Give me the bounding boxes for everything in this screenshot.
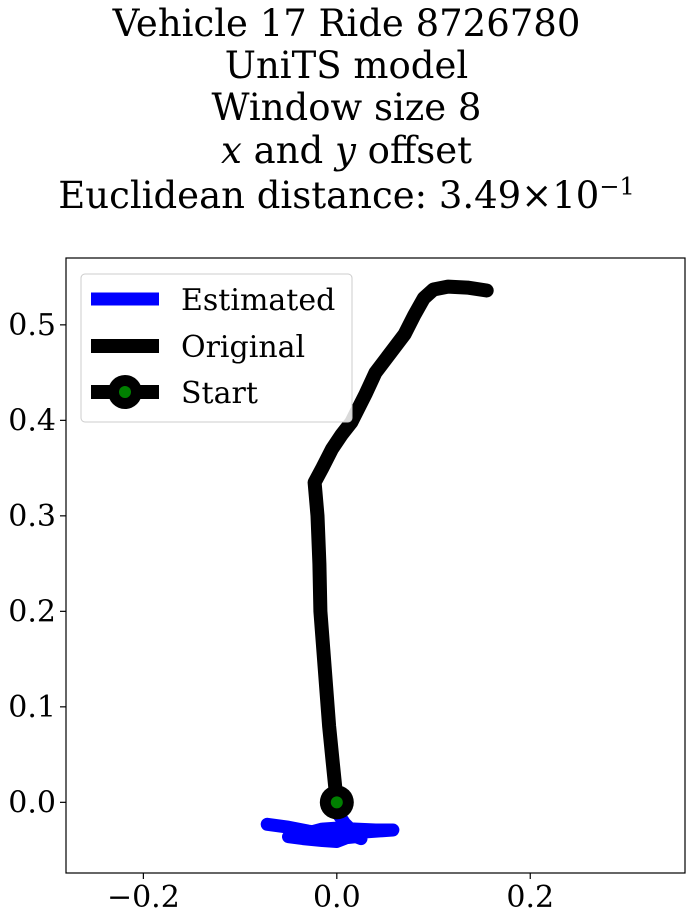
title-offset: offset bbox=[355, 129, 472, 172]
x-tick-label: −0.2 bbox=[107, 880, 180, 915]
y-tick-label: 0.1 bbox=[8, 690, 56, 725]
title-exponent: −1 bbox=[599, 172, 635, 201]
x-tick-label: 0.2 bbox=[506, 880, 554, 915]
legend-label-estimated: Estimated bbox=[181, 283, 335, 318]
x-tick-label: 0.0 bbox=[313, 880, 361, 915]
series-estimated-line bbox=[260, 795, 400, 848]
legend-label-original: Original bbox=[181, 330, 305, 365]
title-line-1: Vehicle 17 Ride 8726780 bbox=[112, 2, 581, 45]
title-base: 10 bbox=[552, 174, 600, 217]
title-line-2: UniTS model bbox=[224, 44, 469, 87]
title-var-x: x bbox=[221, 129, 242, 172]
legend-start-marker-inner bbox=[119, 386, 131, 398]
title-and: and bbox=[241, 129, 335, 172]
title-line-3: Window size 8 bbox=[211, 86, 482, 129]
title-distance-prefix: Euclidean distance: 3.49 bbox=[58, 174, 522, 217]
title-line-4: x and y offset bbox=[0, 129, 693, 173]
y-tick-label: 0.2 bbox=[8, 594, 56, 629]
title-times: × bbox=[521, 174, 553, 217]
title-line-5: Euclidean distance: 3.49×10−1 bbox=[0, 174, 693, 218]
legend-label-start: Start bbox=[181, 376, 258, 411]
y-tick-label: 0.5 bbox=[8, 308, 56, 343]
y-tick-label: 0.3 bbox=[8, 499, 56, 534]
plot-frame bbox=[65, 257, 686, 874]
series-original-line bbox=[307, 279, 494, 810]
y-tick-label: 0.0 bbox=[8, 785, 56, 820]
y-tick-label: 0.4 bbox=[8, 403, 56, 438]
start-marker-inner bbox=[330, 796, 343, 809]
title-var-y: y bbox=[335, 129, 356, 172]
